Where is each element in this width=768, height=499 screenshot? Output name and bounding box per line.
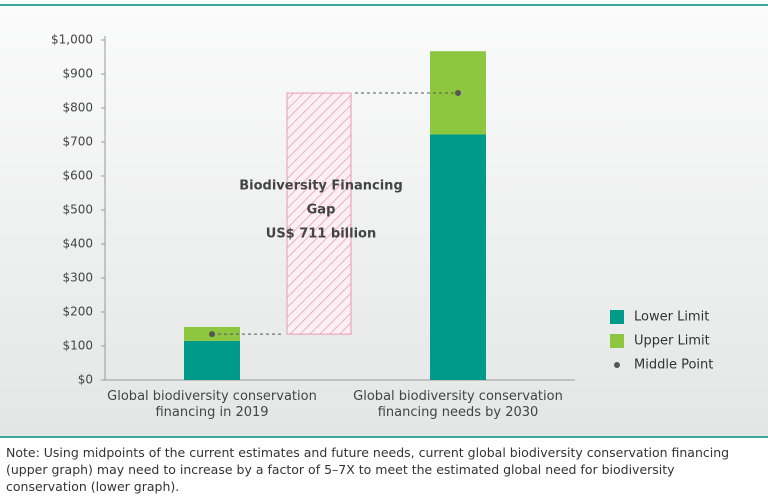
gap-box (286, 92, 352, 335)
y-tick-label: $1,000 (51, 33, 93, 47)
bar-segment (184, 340, 240, 380)
note: Note: Using midpoints of the current est… (6, 445, 730, 494)
chart: $0 $100 $200 $300 $400 $500 $600 $700 $800 $900 $1… (51, 33, 713, 387)
y-tick-label: $0 (78, 373, 93, 387)
annotation: Biodiversity Financing (239, 179, 403, 194)
y-tick-label: $700 (62, 135, 93, 149)
middle-point (209, 331, 215, 338)
y-tick-label: $800 (62, 101, 93, 115)
y-tick-label: $100 (62, 339, 93, 353)
annotation: US$ 711 billion (266, 227, 376, 242)
legend-label: Upper Limit (634, 334, 710, 349)
legend-label: Middle Point (634, 358, 713, 373)
legend-marker (610, 310, 624, 324)
bar-segment (430, 134, 486, 380)
y-tick-label: $500 (62, 203, 93, 217)
y-tick-label: $900 (62, 67, 93, 81)
y-tick-label: $400 (62, 237, 93, 251)
y-tick-label: $600 (62, 169, 93, 183)
chart-panel (0, 4, 768, 438)
y-tick-label: $200 (62, 305, 93, 319)
middle-point (455, 90, 461, 97)
legend-label: Lower Limit (634, 310, 709, 325)
x-tick-label: Global biodiversity conservation financi… (353, 389, 563, 420)
annotation: Gap (307, 203, 336, 218)
x-tick-label: Global biodiversity conservation financi… (107, 389, 317, 420)
y-tick-label: $300 (62, 271, 93, 285)
legend-marker (610, 334, 624, 348)
legend-marker (614, 362, 620, 368)
